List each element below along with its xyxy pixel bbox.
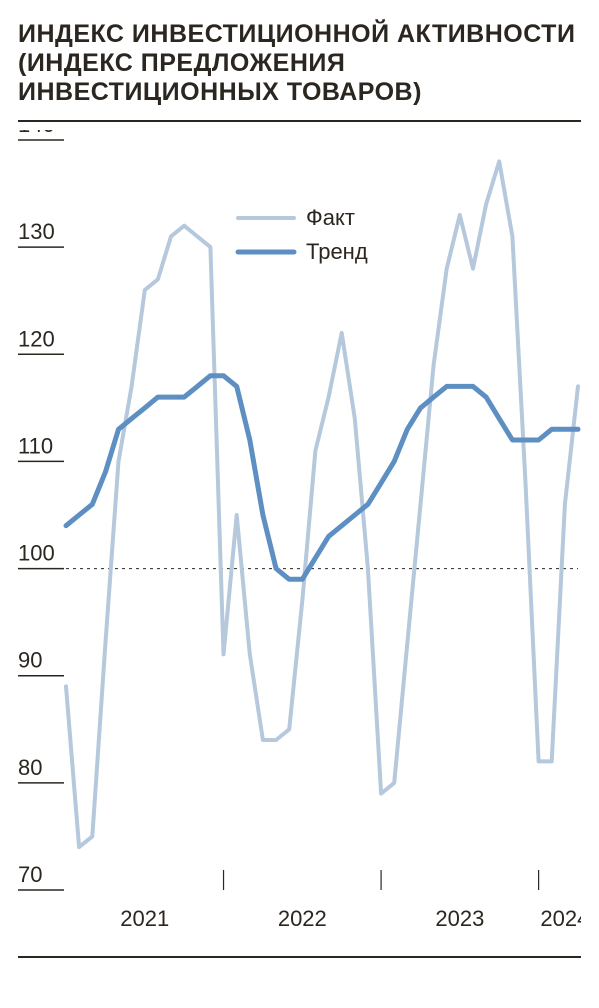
svg-text:80: 80 (18, 755, 42, 780)
svg-text:Тренд: Тренд (306, 239, 368, 264)
bottom-rule (18, 956, 581, 958)
title-line-2: (ИНДЕКС ПРЕДЛОЖЕНИЯ (18, 49, 345, 77)
svg-text:110: 110 (18, 434, 53, 459)
svg-text:2023: 2023 (435, 906, 484, 931)
chart-area: 70 80 90 100 110 120 130 140 2021 2022 2023 2024 Фак… (18, 130, 581, 950)
svg-text:2021: 2021 (120, 906, 169, 931)
title-line-1: ИНДЕКС ИНВЕСТИЦИОННОЙ АКТИВНОСТИ (18, 20, 575, 48)
svg-text:Факт: Факт (306, 205, 355, 230)
line-chart: 70 80 90 100 110 120 130 140 2021 2022 2023 2024 Фак… (18, 130, 581, 950)
svg-text:90: 90 (18, 648, 42, 673)
svg-text:130: 130 (18, 219, 55, 244)
svg-text:100: 100 (18, 541, 55, 566)
svg-text:140: 140 (18, 130, 55, 137)
svg-text:2022: 2022 (278, 906, 327, 931)
top-rule (18, 120, 581, 122)
title-line-3: ИНВЕСТИЦИОННЫХ ТОВАРОВ) (18, 78, 422, 106)
svg-text:70: 70 (18, 862, 42, 887)
svg-text:2024: 2024 (540, 906, 581, 931)
chart-title: ИНДЕКС ИНВЕСТИЦИОННОЙ АКТИВНОСТИ (ИНДЕКС… (18, 20, 581, 106)
svg-text:120: 120 (18, 327, 55, 352)
